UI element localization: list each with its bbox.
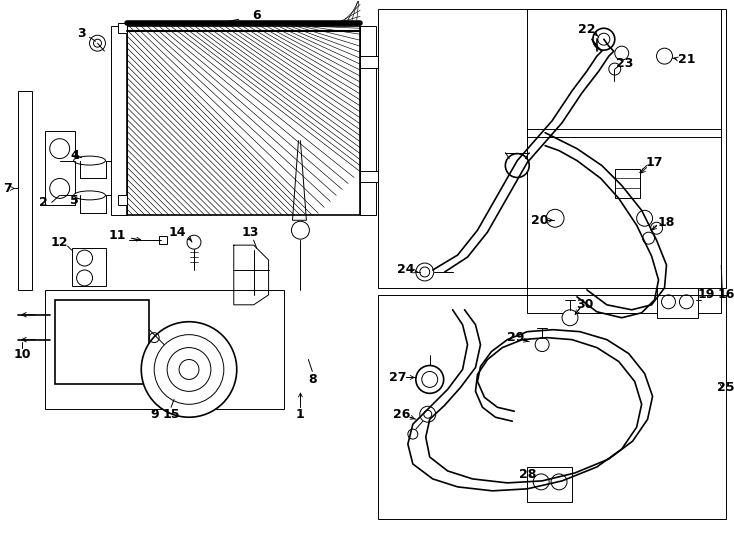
Circle shape [420,406,436,422]
Circle shape [533,474,549,490]
Bar [118,23,127,33]
Circle shape [680,295,694,309]
Circle shape [598,33,610,45]
Ellipse shape [73,191,106,200]
Bar [159,236,167,244]
Text: 3: 3 [77,27,86,40]
Circle shape [535,338,549,352]
Circle shape [505,153,529,178]
Text: 13: 13 [242,226,259,239]
Text: 9: 9 [150,408,159,421]
Text: 19: 19 [697,288,715,301]
Circle shape [408,429,418,439]
Circle shape [179,360,199,380]
Text: 14: 14 [168,226,186,239]
Text: 18: 18 [658,216,675,229]
Circle shape [424,410,432,418]
Text: 7: 7 [4,182,12,195]
Text: 10: 10 [13,348,31,361]
Circle shape [643,232,655,244]
Text: 20: 20 [531,214,549,227]
Circle shape [76,250,92,266]
Text: 26: 26 [393,408,410,421]
Circle shape [76,270,92,286]
Text: 4: 4 [70,149,79,162]
Bar [527,9,722,137]
Circle shape [50,139,70,159]
Text: 15: 15 [162,408,180,421]
Bar [127,26,360,215]
Text: 6: 6 [252,9,261,22]
Text: 8: 8 [308,373,316,386]
Text: 25: 25 [717,381,734,394]
Text: 28: 28 [518,468,536,482]
Bar [72,248,106,286]
Bar [378,9,726,288]
Circle shape [416,366,443,393]
Bar [360,26,376,215]
Circle shape [636,210,653,226]
Circle shape [615,46,629,60]
Circle shape [608,63,621,75]
Text: 24: 24 [397,264,415,276]
Bar [45,290,283,409]
Bar [360,171,378,183]
Text: 11: 11 [109,228,126,242]
Text: 30: 30 [576,298,594,312]
Circle shape [593,28,615,50]
Text: 29: 29 [506,331,524,344]
Text: 16: 16 [718,288,734,301]
Text: 27: 27 [389,371,407,384]
Circle shape [187,235,201,249]
Text: 17: 17 [646,156,664,169]
Bar [112,26,127,215]
Circle shape [93,39,101,47]
Circle shape [656,48,672,64]
Bar [55,300,149,384]
Bar [360,56,378,68]
Circle shape [416,263,434,281]
Circle shape [661,295,675,309]
Circle shape [420,267,429,277]
Circle shape [167,348,211,392]
Text: 2: 2 [40,196,48,209]
Bar [527,129,722,313]
Bar [45,131,75,205]
Circle shape [50,179,70,198]
Bar [656,288,698,318]
Text: 22: 22 [578,23,596,36]
Circle shape [422,372,437,387]
Circle shape [90,35,106,51]
Ellipse shape [73,156,106,165]
Bar [378,295,726,519]
Bar [18,91,32,290]
Circle shape [562,310,578,326]
Circle shape [154,335,224,404]
Bar [527,467,572,502]
Circle shape [546,210,564,227]
Bar [615,168,639,198]
Text: 12: 12 [51,235,68,248]
Bar [118,195,127,205]
Text: 5: 5 [70,194,79,207]
Text: 21: 21 [677,52,695,65]
Text: 1: 1 [296,408,305,421]
Circle shape [291,221,309,239]
Circle shape [141,322,237,417]
Circle shape [551,474,567,490]
Circle shape [650,222,663,234]
Text: 23: 23 [616,57,633,70]
